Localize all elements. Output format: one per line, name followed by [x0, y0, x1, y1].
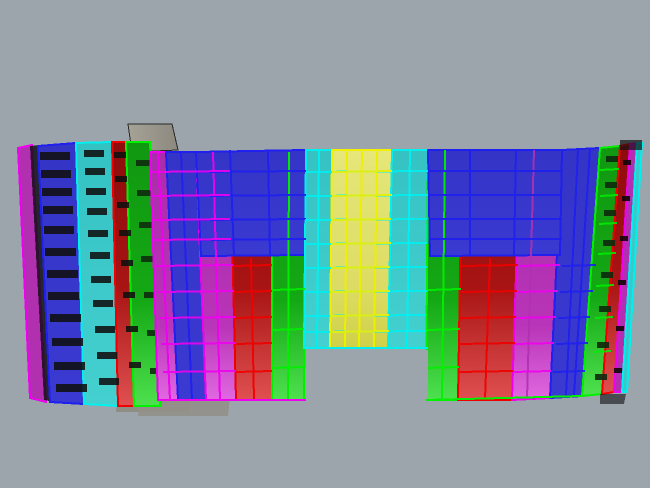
left-perspective-strip-group[interactable]: [16, 140, 164, 408]
mesh-rows-green-left: [271, 288, 306, 369]
mesh-rows-blue-right-leg: [552, 264, 597, 373]
right-leg-base-edge: [425, 395, 583, 401]
mesh-grid-overlay: [149, 148, 620, 401]
opening-void: [306, 350, 428, 410]
mesh-lines-magenta-right: [526, 149, 535, 400]
right-top-cap-facet: [620, 140, 642, 150]
base-edge-group: [158, 395, 583, 401]
frame-opening: [306, 347, 428, 410]
strip-magenta-far[interactable]: [16, 143, 48, 404]
right-dark-facets: [595, 156, 631, 380]
mesh-rows-red-right: [457, 264, 519, 373]
mesh-lines-green: [287, 149, 446, 401]
front-face-left-leg[interactable]: [148, 148, 308, 401]
mesh-rows-upper-blue-right: [428, 170, 562, 240]
right-bottom-cap-facet: [600, 394, 626, 404]
mesh-rows-red-left: [232, 264, 273, 373]
mesh-lines-magenta: [157, 151, 221, 401]
front-face-right-leg[interactable]: [424, 146, 602, 402]
right-perspective-strip-group[interactable]: [580, 140, 644, 404]
upper-blue-right[interactable]: [426, 149, 564, 258]
mesh-rows-magenta-left: [149, 170, 237, 373]
left-dark-facets: [40, 150, 164, 392]
mesh-rows-magenta-right: [512, 264, 561, 373]
mesh-rows-green-near-right: [592, 168, 620, 353]
mesh-lines-red: [250, 257, 491, 401]
mesh-rows-yellow-deck: [329, 170, 393, 333]
mesh-rows-green-right: [425, 288, 462, 369]
